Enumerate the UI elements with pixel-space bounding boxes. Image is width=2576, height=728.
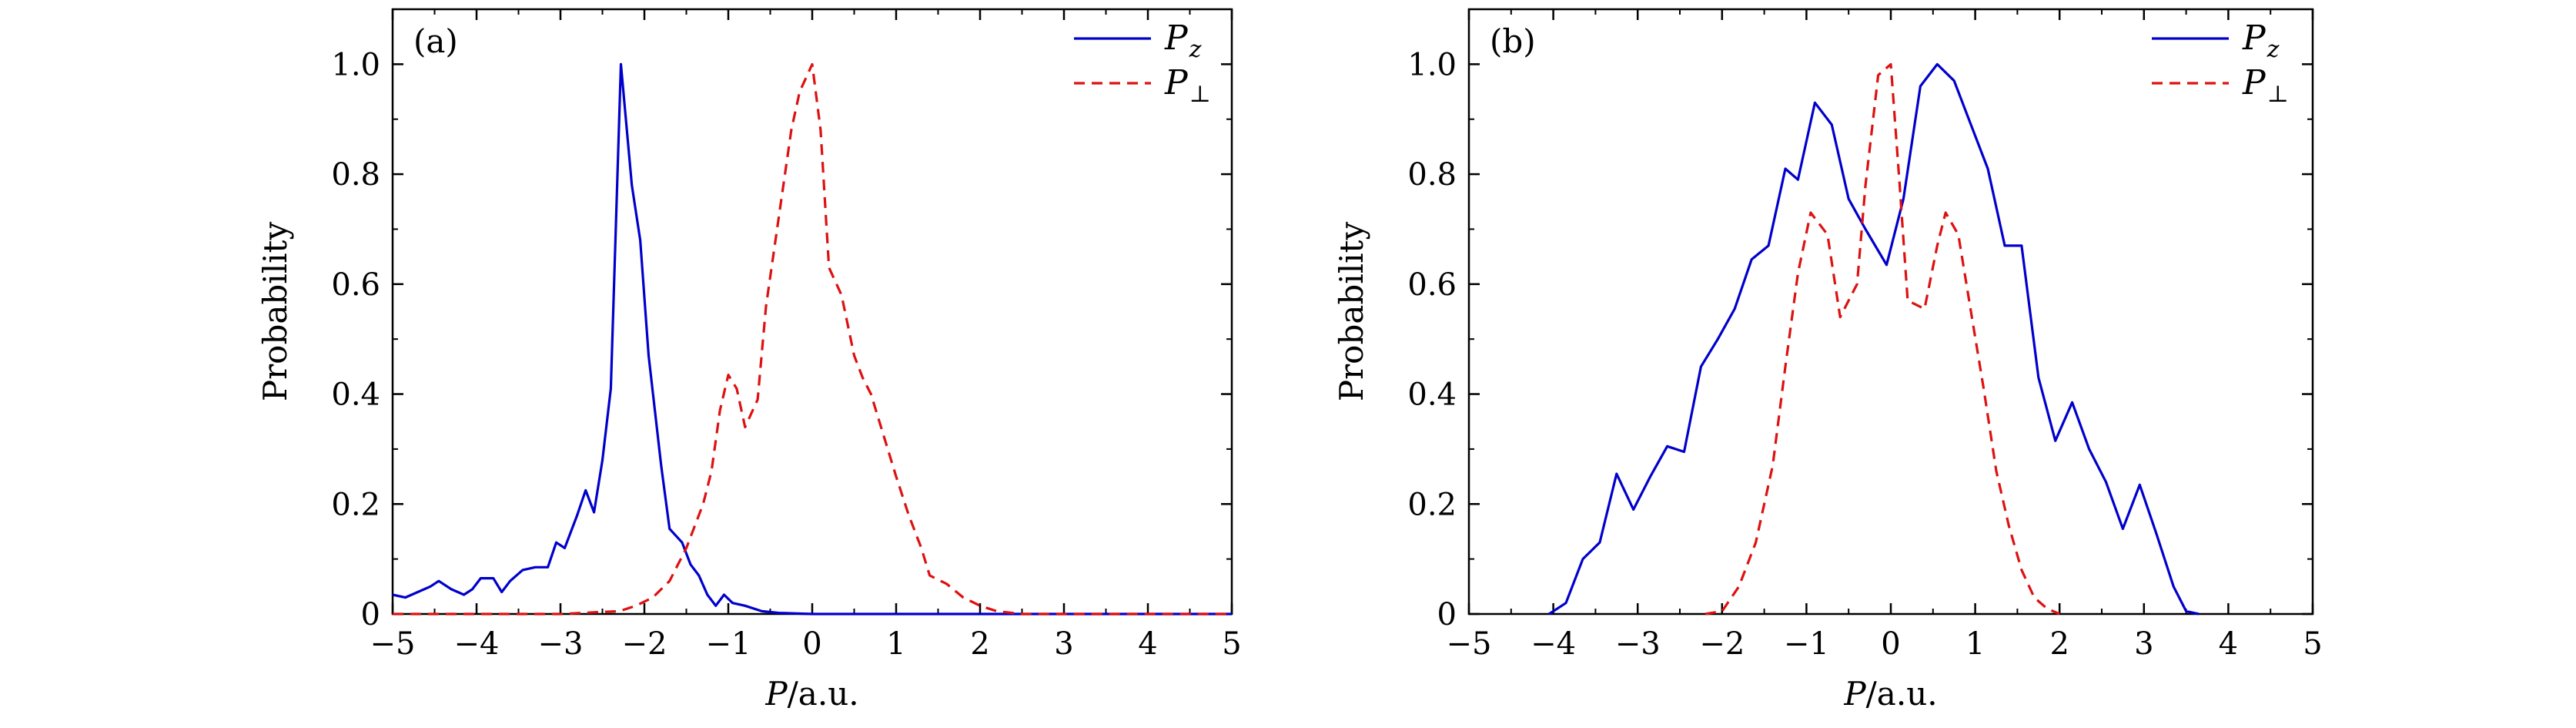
x-tick-label: −3	[538, 626, 584, 662]
x-axis-title-var: P	[764, 675, 788, 713]
x-tick-label: −1	[1784, 626, 1829, 662]
legend-label: P⊥	[1164, 63, 1211, 108]
x-tick-label: −5	[1447, 626, 1492, 662]
x-tick-label: 5	[1222, 626, 1241, 662]
y-tick-label: 0	[361, 597, 380, 632]
legend-label-subscript: ⊥	[2267, 81, 2289, 108]
x-tick-label: 3	[2134, 626, 2153, 662]
series-line-p-perp	[1705, 62, 2060, 616]
x-axis-title-var: P	[1843, 675, 1866, 713]
y-tick-label: 0.2	[1407, 487, 1457, 522]
legend-label-name: P	[1164, 63, 1189, 102]
legend-label-name: P	[1164, 18, 1189, 58]
x-tick-label: 0	[802, 626, 821, 662]
x-tick-label: 5	[2303, 626, 2322, 662]
legend-label-name: P	[2242, 63, 2267, 102]
legend-label: Pz	[2242, 18, 2280, 63]
x-tick-label: 3	[1054, 626, 1073, 662]
x-tick-label: 2	[970, 626, 989, 662]
chart-panel-b: −5 −4 −3 −2 −1 0 1 2 3 4 5 0 0.2 0.4 0.6 0.8 1.0 P/a.u. Pr…	[1333, 8, 2323, 713]
y-tick-label: 0.4	[331, 377, 380, 413]
legend-label-subscript: z	[2267, 36, 2280, 63]
series-line-p-z	[1548, 62, 2200, 616]
legend-label-subscript: ⊥	[1189, 81, 1211, 108]
y-tick-label: 1.0	[331, 47, 380, 82]
x-tick-label: 0	[1881, 626, 1900, 662]
panel-label: (b)	[1490, 22, 1536, 60]
panel-label: (a)	[413, 22, 458, 60]
x-axis-title-unit: /a.u.	[788, 675, 859, 713]
x-tick-label: −2	[622, 626, 667, 662]
plot-frame	[391, 8, 1233, 616]
legend-label-subscript: z	[1189, 36, 1202, 63]
x-tick-label: 4	[2219, 626, 2238, 662]
legend-label: P⊥	[2242, 63, 2289, 108]
x-tick-label: 4	[1138, 626, 1157, 662]
legend-label: Pz	[1164, 18, 1202, 63]
y-tick-label: 0.8	[1407, 157, 1457, 193]
y-axis-title: Probability	[256, 222, 294, 402]
y-tick-label: 0.2	[331, 487, 380, 522]
plot-frame	[1467, 8, 2314, 616]
y-tick-label: 0.6	[331, 267, 380, 303]
series-line-p-z	[392, 62, 1232, 616]
x-tick-label: −3	[1615, 626, 1661, 662]
x-tick-label: −2	[1699, 626, 1745, 662]
x-tick-label: 1	[886, 626, 905, 662]
x-axis-title-unit: /a.u.	[1866, 675, 1938, 713]
y-axis-title: Probability	[1333, 222, 1370, 402]
x-tick-label: −4	[454, 626, 500, 662]
x-axis-title: P/a.u.	[1843, 675, 1937, 713]
y-tick-label: 0.8	[331, 157, 380, 193]
y-tick-label: 0	[1437, 597, 1457, 632]
legend-label-name: P	[2242, 18, 2267, 58]
x-tick-label: 1	[1965, 626, 1985, 662]
x-tick-label: 2	[2049, 626, 2069, 662]
y-tick-label: 0.4	[1407, 377, 1457, 413]
x-tick-label: −1	[706, 626, 751, 662]
x-axis-title: P/a.u.	[764, 675, 858, 713]
series-line-p-perp	[393, 62, 1232, 616]
x-tick-label: −4	[1531, 626, 1576, 662]
x-tick-label: −5	[370, 626, 416, 662]
y-tick-label: 1.0	[1407, 47, 1457, 82]
chart-panel-a: −5 −4 −3 −2 −1 0 1 2 3 4 5 0 0.2 0.4 0.6 0.8 1.0 P/a.u. Pr…	[256, 8, 1242, 713]
y-tick-label: 0.6	[1407, 267, 1457, 303]
